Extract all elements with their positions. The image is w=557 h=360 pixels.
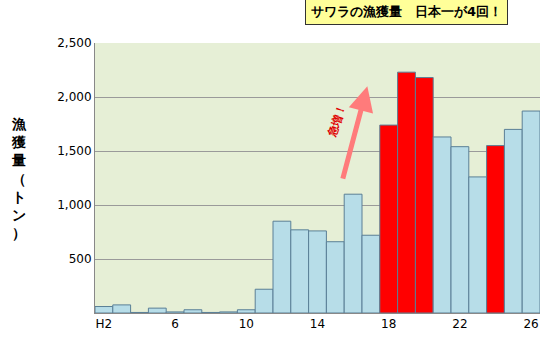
svg-text:H2: H2	[96, 317, 113, 331]
svg-text:500: 500	[69, 252, 92, 266]
svg-text:サワラの漁獲量 日本一が4回！: サワラの漁獲量 日本一が4回！	[311, 4, 502, 19]
svg-text:22: 22	[452, 317, 467, 331]
svg-text:2,500: 2,500	[57, 36, 91, 50]
svg-text:18: 18	[381, 317, 396, 331]
svg-text:急増！: 急増！	[325, 103, 348, 139]
svg-text:2,000: 2,000	[57, 90, 91, 104]
svg-text:26: 26	[523, 317, 538, 331]
svg-text:1,500: 1,500	[57, 144, 91, 158]
svg-text:1,000: 1,000	[57, 198, 91, 212]
svg-text:10: 10	[239, 317, 254, 331]
svg-text:14: 14	[310, 317, 325, 331]
svg-text:6: 6	[171, 317, 179, 331]
svg-text:漁獲量（トン）: 漁獲量（トン）	[11, 116, 27, 241]
